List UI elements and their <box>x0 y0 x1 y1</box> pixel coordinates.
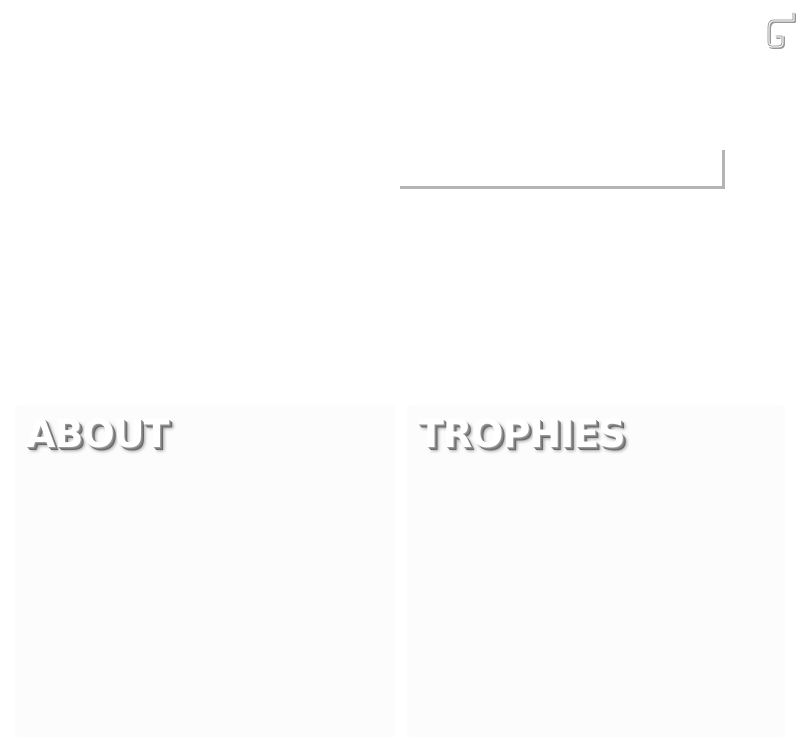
about-title: ABOUT <box>26 412 169 456</box>
name-input[interactable] <box>400 150 722 186</box>
about-content <box>26 462 384 726</box>
about-panel: ABOUT <box>16 406 394 736</box>
trophies-title: TROPHIES <box>418 412 626 456</box>
return-arrow-icon[interactable] <box>762 8 796 52</box>
trophies-content <box>418 462 774 726</box>
trophies-panel: TROPHIES <box>408 406 784 736</box>
name-input-box <box>400 150 725 189</box>
